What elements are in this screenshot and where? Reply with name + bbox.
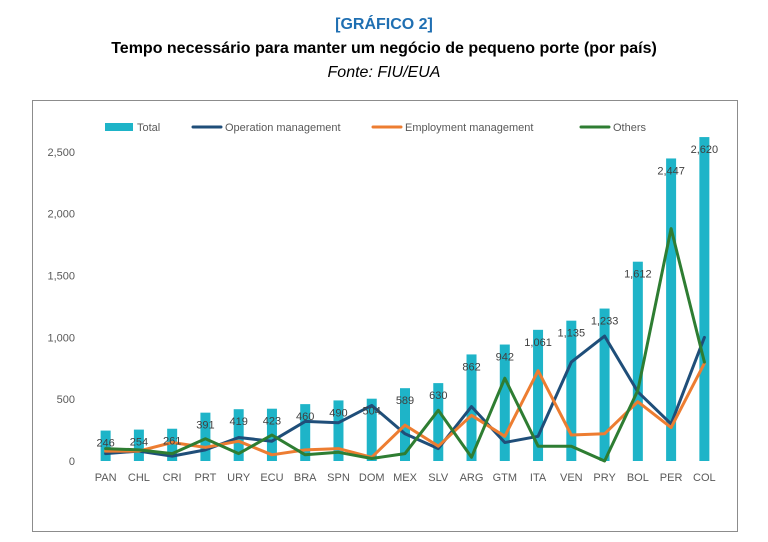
y-tick-label: 500 [57,394,75,406]
chart-tag: [GRÁFICO 2] [335,16,433,33]
series-line [104,334,706,458]
bar [133,429,144,461]
x-tick-label: PER [660,472,683,484]
data-label: 862 [462,361,480,373]
line-series [104,227,706,463]
x-tick-label: PRT [195,472,217,484]
data-label: 391 [196,420,214,432]
bar [632,261,643,461]
data-label: 423 [263,416,281,428]
data-label: 589 [396,395,414,407]
x-tick-label: ITA [530,472,547,484]
bar [167,428,178,461]
bar [499,344,510,461]
bar [300,404,311,461]
legend-label: Operation management [225,122,341,134]
legend-label: Total [137,122,160,134]
legend-swatch [105,123,133,131]
x-tick-label: BOL [627,472,649,484]
series-line [104,361,706,459]
chart-frame: Total Operation management Employment mana… [32,100,738,532]
data-label: 419 [230,416,248,428]
bar [666,158,677,461]
y-axis: 0 500 1,000 1,500 2,000 2,500 [47,147,75,468]
x-tick-label: VEN [560,472,583,484]
bar-labels: 246 254 261 391 419 423 460 490 504 589 630 862 942 1… [96,144,718,450]
series-line [104,227,706,463]
bar [533,329,544,461]
legend: Total Operation management Employment mana… [105,122,647,134]
data-label: 2,620 [691,144,719,156]
data-label: 1,061 [524,337,552,349]
y-tick-label: 2,500 [47,147,75,159]
y-tick-label: 1,000 [47,332,75,344]
data-label: 246 [96,438,114,450]
data-label: 1,233 [591,316,619,328]
x-tick-label: COL [693,472,716,484]
data-label: 1,612 [624,269,652,281]
data-label: 254 [130,437,148,449]
x-tick-label: PRY [593,472,616,484]
bar [233,409,244,461]
legend-label: Employment management [405,122,533,134]
x-tick-label: URY [227,472,251,484]
x-tick-label: DOM [359,472,385,484]
x-tick-label: ECU [260,472,283,484]
x-tick-label: MEX [393,472,418,484]
x-tick-label: SLV [428,472,449,484]
chart-svg: Total Operation management Employment mana… [47,122,718,484]
data-label: 460 [296,411,314,423]
y-tick-label: 0 [69,456,75,468]
data-label: 1,135 [558,328,586,340]
x-tick-label: GTM [493,472,517,484]
data-label: 630 [429,390,447,402]
bar [699,137,710,461]
data-label: 942 [496,352,514,364]
bar [366,398,377,461]
chart-title: Tempo necessário para manter um negócio … [111,40,657,57]
bar [566,320,577,461]
bar [333,400,344,461]
y-tick-label: 2,000 [47,209,75,221]
chart-source: Fonte: FIU/EUA [327,64,441,81]
x-tick-label: CRI [163,472,182,484]
data-label: 261 [163,436,181,448]
data-label: 2,447 [657,165,685,177]
y-tick-label: 1,500 [47,271,75,283]
bar [599,308,610,461]
x-axis: PAN CHL CRI PRT URY ECU BRA SPN DOM MEX SLV ARG GTM I… [95,472,716,484]
x-tick-label: SPN [327,472,350,484]
x-tick-label: BRA [294,472,317,484]
bar-series [100,137,710,461]
bar [200,412,211,461]
x-tick-label: ARG [460,472,484,484]
x-tick-label: PAN [95,472,117,484]
bar [100,430,111,461]
legend-label: Others [613,122,647,134]
bar [433,383,444,461]
data-label: 490 [329,407,347,419]
x-tick-label: CHL [128,472,150,484]
data-label: 504 [363,406,381,418]
